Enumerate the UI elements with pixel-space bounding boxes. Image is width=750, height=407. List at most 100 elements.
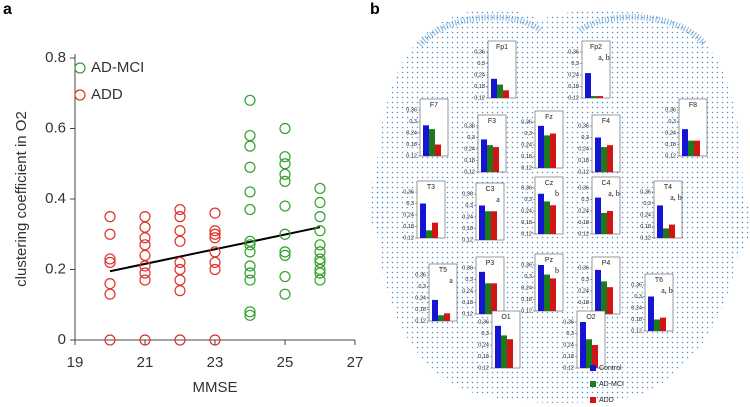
y-tick-label: 0,18 xyxy=(665,142,676,148)
bar xyxy=(497,84,503,98)
x-axis-label: MMSE xyxy=(193,379,238,396)
scatter-point xyxy=(314,274,326,286)
bar xyxy=(550,278,556,311)
scatter-point xyxy=(139,274,151,286)
scatter-point xyxy=(139,232,151,244)
annotation: a, b xyxy=(608,189,620,198)
scatter-point xyxy=(104,278,116,290)
annotation: a, b xyxy=(670,193,682,202)
bar xyxy=(503,90,509,98)
bar xyxy=(607,287,613,314)
scatter-point xyxy=(209,232,221,244)
y-tick-label: 0,18 xyxy=(521,297,532,303)
annotation: b xyxy=(555,266,559,275)
bar xyxy=(654,319,660,331)
bar xyxy=(586,339,592,368)
bar xyxy=(423,125,429,156)
scatter-point xyxy=(209,207,221,219)
y-tick-label: 0.6 xyxy=(45,119,66,136)
scatter-point xyxy=(279,175,291,187)
y-tick-label: 0,18 xyxy=(563,354,574,360)
scatter-point xyxy=(279,158,291,170)
y-tick-label: 0,24 xyxy=(464,146,475,152)
scatter-point xyxy=(244,140,256,152)
scatter-point xyxy=(279,122,291,135)
scatter-point xyxy=(209,225,221,237)
y-tick-label: 0,24 xyxy=(563,342,574,348)
y-tick-label: 0,3 xyxy=(566,331,574,337)
bar xyxy=(495,325,501,368)
bar xyxy=(607,145,613,172)
y-tick-label: 0,12 xyxy=(474,95,485,101)
y-tick-label: 0,12 xyxy=(462,237,473,243)
bar xyxy=(694,140,700,156)
y-tick-label: 0,12 xyxy=(578,231,589,237)
y-tick-label: 0,12 xyxy=(521,165,532,171)
x-tick-label: 27 xyxy=(347,354,364,371)
scatter-point xyxy=(104,253,116,265)
bar xyxy=(481,139,487,172)
bar xyxy=(585,73,591,98)
bar xyxy=(435,144,441,156)
y-tick-label: 0,24 xyxy=(406,130,417,136)
y-tick-label: 0,12 xyxy=(568,95,579,101)
bar xyxy=(538,193,544,234)
trendline xyxy=(109,226,321,273)
y-tick-label: 0,36 xyxy=(462,191,473,197)
y-tick-label: 0,36 xyxy=(462,265,473,271)
y-tick-label: 0,3 xyxy=(418,284,426,290)
y-tick-label: 0,18 xyxy=(474,84,485,90)
y-tick-label: 0,3 xyxy=(467,135,475,141)
bar xyxy=(682,129,688,156)
y-tick-label: 0,36 xyxy=(521,262,532,268)
scatter-point xyxy=(104,288,116,300)
bar xyxy=(426,230,432,238)
y-tick-label: 0,3 xyxy=(406,201,414,207)
scatter-point xyxy=(174,274,186,286)
legend-label: AD-MCI xyxy=(599,381,624,388)
y-tick-label: 0,24 xyxy=(640,212,651,218)
scatter-point xyxy=(314,211,326,223)
bar xyxy=(595,197,601,234)
scatter-point xyxy=(244,309,256,321)
scatter-point xyxy=(244,161,256,173)
bar xyxy=(485,211,491,240)
bar xyxy=(544,201,550,234)
y-tick-label: 0,36 xyxy=(521,119,532,125)
y-tick-label: 0,18 xyxy=(403,224,414,230)
y-tick-label: 0,12 xyxy=(415,318,426,324)
bar xyxy=(550,205,556,234)
bar xyxy=(538,125,544,168)
y-tick-label: 0,18 xyxy=(415,307,426,313)
y-tick-label: 0,12 xyxy=(640,235,651,241)
y-tick-label: 0,3 xyxy=(581,197,589,203)
y-tick-label: 0,3 xyxy=(524,197,532,203)
y-tick-label: 0,24 xyxy=(415,295,426,301)
annotation: a, b xyxy=(598,53,610,62)
y-tick-label: 0,24 xyxy=(631,305,642,311)
electrode-label: P3 xyxy=(486,260,495,267)
scatter-point xyxy=(244,203,256,216)
scatter-point xyxy=(104,211,116,223)
bar xyxy=(491,283,497,314)
bar xyxy=(601,281,607,314)
scatter-point xyxy=(279,151,291,163)
bar xyxy=(663,228,669,238)
scatter-point xyxy=(244,186,256,198)
y-tick-label: 0,36 xyxy=(568,49,579,55)
scatter-point xyxy=(139,221,151,233)
y-tick-label: 0,36 xyxy=(640,189,651,195)
scatter-point xyxy=(139,249,151,261)
y-tick-label: 0,24 xyxy=(521,208,532,214)
panel-label: a xyxy=(3,1,12,18)
bar xyxy=(538,265,544,311)
scatter-point xyxy=(314,182,326,195)
y-tick-label: 0,36 xyxy=(478,319,489,325)
bar xyxy=(485,283,491,314)
electrode-label: C3 xyxy=(486,186,495,193)
bar xyxy=(438,315,444,321)
bar xyxy=(501,335,507,368)
legend-label: ADD xyxy=(91,86,123,103)
y-tick-label: 0,18 xyxy=(406,142,417,148)
bar xyxy=(660,317,666,331)
